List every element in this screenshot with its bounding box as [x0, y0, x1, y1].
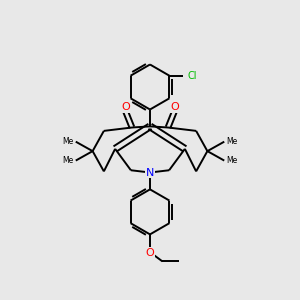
Text: Me: Me [226, 156, 237, 165]
Text: Cl: Cl [187, 71, 197, 81]
Text: N: N [146, 167, 154, 178]
Text: Me: Me [226, 137, 237, 146]
Text: O: O [170, 102, 179, 112]
Text: O: O [121, 102, 130, 112]
Text: Me: Me [63, 156, 74, 165]
Text: Me: Me [63, 137, 74, 146]
Text: O: O [146, 248, 154, 258]
